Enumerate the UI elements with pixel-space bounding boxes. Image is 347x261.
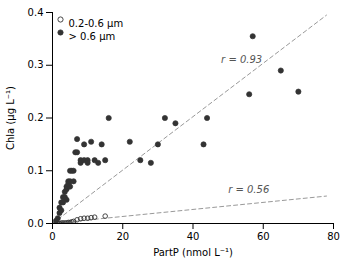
svg-text:r = 0.56: r = 0.56 bbox=[228, 184, 269, 195]
svg-text:20: 20 bbox=[116, 231, 129, 242]
svg-text:0.0: 0.0 bbox=[28, 218, 44, 229]
svg-text:0.2: 0.2 bbox=[28, 112, 44, 123]
svg-text:0.3: 0.3 bbox=[28, 59, 44, 70]
svg-text:> 0.6 µm: > 0.6 µm bbox=[69, 31, 116, 42]
svg-text:r = 0.93: r = 0.93 bbox=[221, 54, 262, 65]
svg-text:0.4: 0.4 bbox=[28, 7, 44, 18]
svg-text:Chla (µg L⁻¹): Chla (µg L⁻¹) bbox=[5, 86, 16, 150]
svg-text:PartP (nmol L⁻¹): PartP (nmol L⁻¹) bbox=[153, 247, 233, 258]
svg-text:0.2-0.6 µm: 0.2-0.6 µm bbox=[69, 18, 124, 29]
svg-text:80: 80 bbox=[327, 231, 340, 242]
svg-text:0: 0 bbox=[49, 231, 55, 242]
svg-text:40: 40 bbox=[187, 231, 200, 242]
svg-text:60: 60 bbox=[257, 231, 270, 242]
svg-text:0.1: 0.1 bbox=[28, 165, 44, 176]
